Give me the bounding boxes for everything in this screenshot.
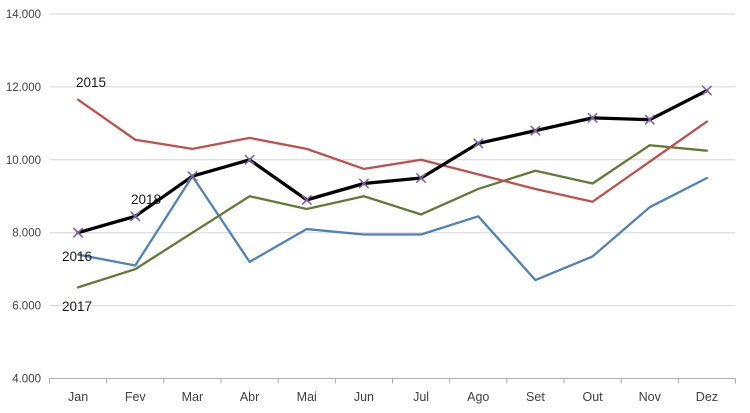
series-line-2015 bbox=[76, 98, 709, 203]
series-label-2017: 2017 bbox=[62, 299, 92, 314]
series-label-2015: 2015 bbox=[76, 75, 106, 90]
y-axis-label: 4.000 bbox=[12, 374, 41, 386]
x-axis-label: Ago bbox=[467, 390, 489, 404]
x-axis-label: Jun bbox=[354, 390, 374, 404]
series-marker-2018 bbox=[416, 173, 427, 184]
x-axis-label: Dez bbox=[696, 390, 718, 404]
x-axis-label: Jan bbox=[68, 390, 88, 404]
series-marker-2018 bbox=[301, 194, 312, 205]
x-axis-label: Jul bbox=[413, 390, 429, 404]
x-axis-label: Fev bbox=[125, 390, 147, 404]
y-axis-label: 8.000 bbox=[12, 228, 41, 240]
series-marker-2018 bbox=[530, 125, 541, 136]
y-axis-label: 6.000 bbox=[12, 301, 41, 313]
series-marker-2018 bbox=[187, 171, 198, 182]
series-marker-2018 bbox=[587, 112, 598, 123]
series-line-2016 bbox=[76, 175, 709, 282]
series-marker-2018 bbox=[130, 211, 141, 222]
series-marker-2018 bbox=[701, 85, 712, 96]
series-marker-2018 bbox=[473, 138, 484, 149]
x-axis-label: Mar bbox=[182, 390, 204, 404]
series-label-2016: 2016 bbox=[62, 249, 92, 264]
x-axis-label: Set bbox=[526, 390, 545, 404]
series-line-2017 bbox=[76, 144, 709, 289]
x-axis-label: Nov bbox=[639, 390, 662, 404]
series-line-2018 bbox=[76, 88, 709, 235]
x-axis-label: Abr bbox=[240, 390, 259, 404]
y-axis-label: 12.000 bbox=[6, 82, 41, 94]
series-marker-2018 bbox=[358, 178, 369, 189]
series-marker-2018 bbox=[244, 154, 255, 165]
x-axis-label: Mai bbox=[297, 390, 317, 404]
y-axis-label: 10.000 bbox=[6, 155, 41, 167]
y-axis-label: 14.000 bbox=[6, 9, 41, 21]
series-marker-2018 bbox=[644, 114, 655, 125]
x-axis-label: Out bbox=[583, 390, 604, 404]
series-label-2018: 2018 bbox=[131, 192, 161, 207]
series-marker-2018 bbox=[73, 227, 84, 238]
